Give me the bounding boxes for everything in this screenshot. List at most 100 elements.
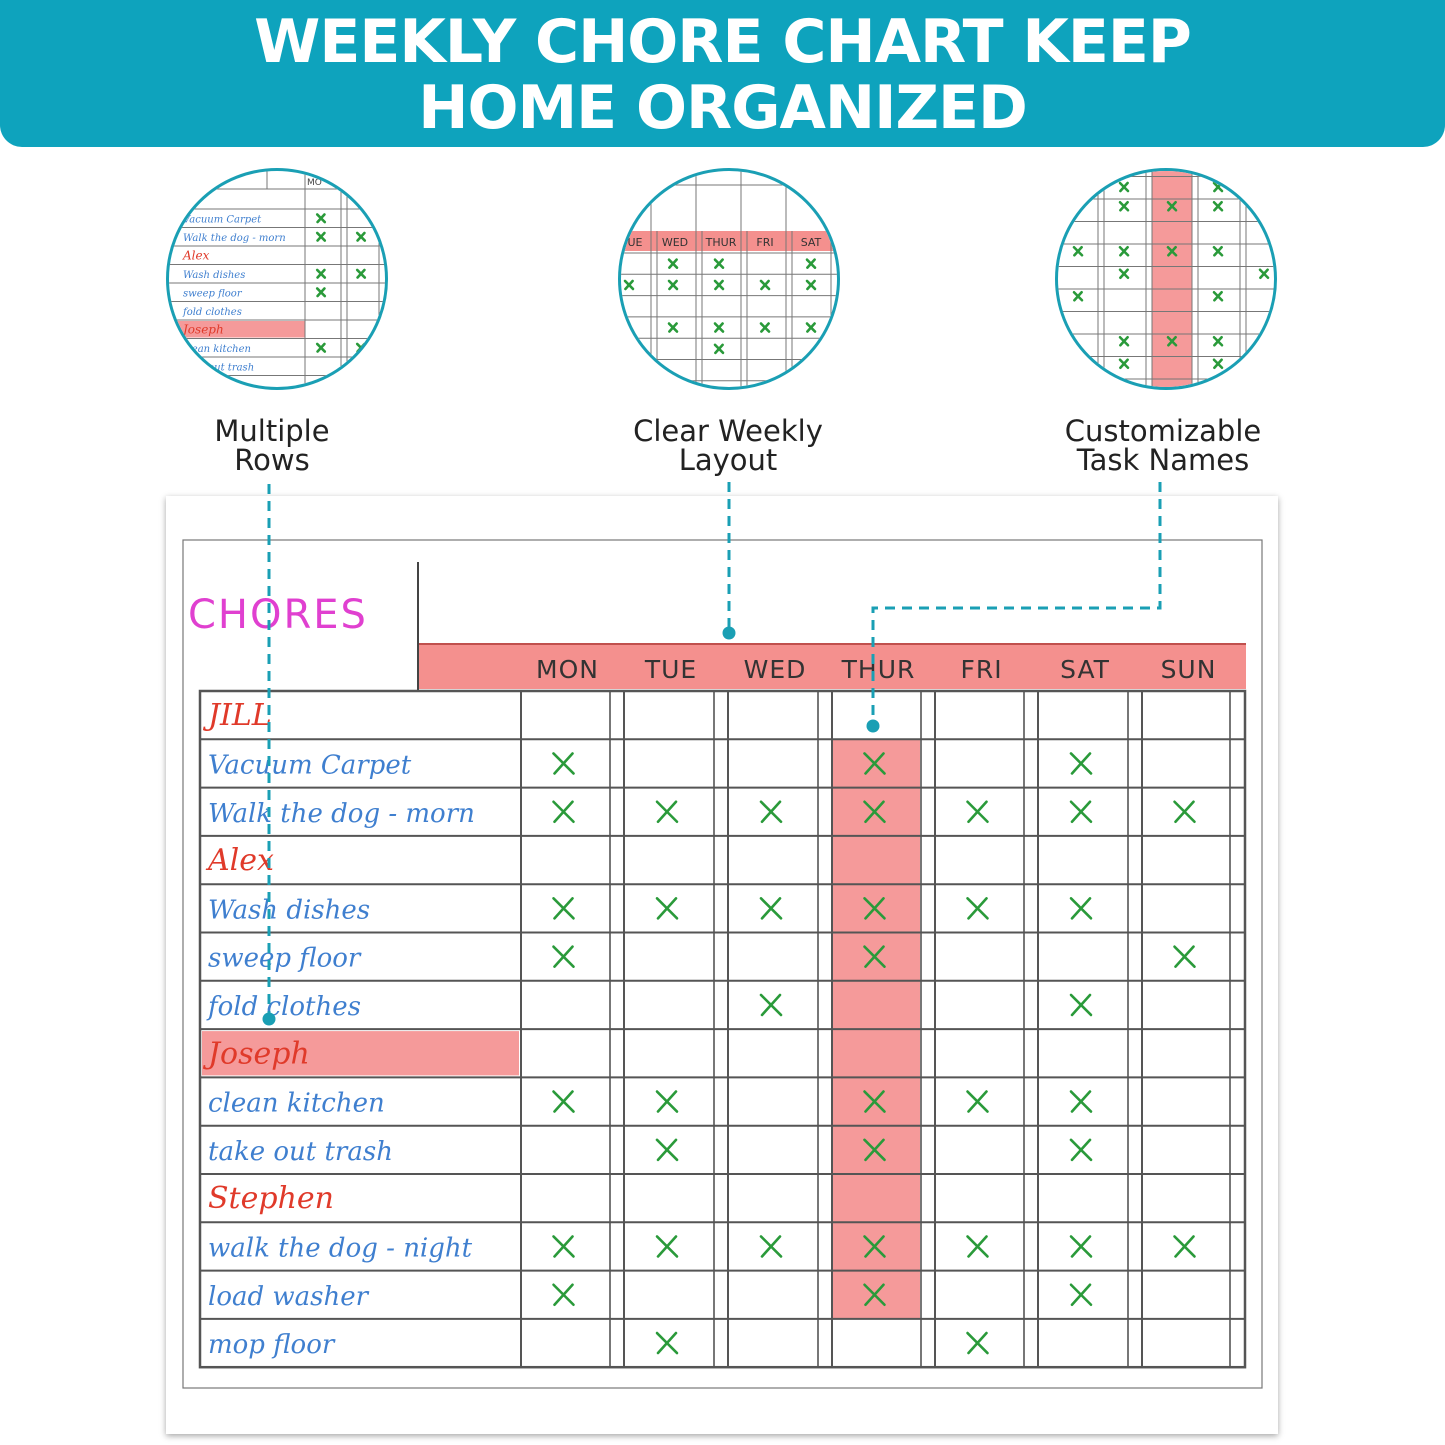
mark-stroke [760, 1235, 782, 1258]
mark-stroke [553, 752, 574, 775]
mag-column-content [1058, 171, 1274, 387]
mark-stroke [553, 1283, 574, 1307]
mark-stroke [316, 231, 326, 242]
mark-stroke [864, 1283, 885, 1307]
check-mark [355, 231, 367, 242]
mark-stroke [714, 322, 724, 333]
mark-stroke [656, 1235, 678, 1258]
person-name: Alex [205, 843, 274, 878]
check-mark [1069, 993, 1093, 1017]
day-label-wed: WED [744, 655, 807, 684]
mag-header-band [621, 231, 837, 251]
mag-highlight-row [177, 321, 305, 338]
check-mark [966, 1090, 989, 1113]
day-label-sat: SAT [1060, 655, 1110, 684]
mark-stroke [806, 279, 816, 291]
mag-day-label: MO [307, 178, 322, 188]
check-mark [1166, 245, 1178, 257]
check-mark [1069, 1235, 1093, 1258]
check-mark [759, 993, 783, 1017]
task-name: fold clothes [182, 307, 242, 318]
check-mark [1069, 800, 1093, 824]
day-label-mon: MON [536, 655, 599, 684]
feature-label-task-names: Customizable Task Names [1033, 417, 1293, 475]
task-name: clean kitchen [208, 1089, 385, 1119]
check-mark [655, 897, 679, 920]
check-mark [1069, 752, 1093, 775]
check-mark [1212, 181, 1224, 193]
person-name: Joseph [202, 1036, 310, 1071]
mark-stroke [967, 1090, 988, 1113]
task-name: clean kitchen [183, 344, 251, 355]
check-mark [863, 1090, 886, 1113]
mark-stroke [714, 258, 724, 269]
person-name: Joseph [180, 322, 224, 336]
mark-stroke [1070, 1283, 1092, 1307]
mark-stroke [864, 1138, 885, 1162]
mark-stroke [1070, 1090, 1092, 1113]
mark-stroke [967, 800, 988, 824]
feature-label-line: Rows [234, 443, 310, 477]
mark-stroke [1213, 181, 1223, 193]
mark-stroke [553, 1235, 574, 1258]
feature-label-line: Task Names [1076, 443, 1250, 477]
check-mark [713, 343, 725, 355]
check-mark [655, 1090, 679, 1113]
check-mark [1069, 1138, 1093, 1162]
day-label-sun: SUN [1161, 655, 1217, 684]
mark-stroke [1174, 1235, 1195, 1258]
day-label-fri: FRI [960, 655, 1002, 684]
mark-stroke [967, 897, 988, 920]
check-mark [863, 897, 886, 920]
mark-stroke [1119, 358, 1129, 370]
task-name: walk the dog - night [208, 1233, 473, 1263]
check-mark [1118, 181, 1130, 193]
mark-stroke [760, 800, 782, 824]
mark-stroke [656, 1138, 678, 1162]
check-mark [315, 287, 327, 298]
check-mark [966, 897, 989, 920]
mark-stroke [1070, 800, 1092, 824]
mark-stroke [714, 279, 724, 291]
mark-stroke [760, 897, 782, 920]
mark-stroke [1070, 993, 1092, 1017]
check-mark [1212, 290, 1224, 302]
leader-dot [722, 626, 736, 640]
mark-stroke [1213, 358, 1223, 370]
check-mark [655, 1235, 679, 1258]
mark-stroke [1119, 181, 1129, 193]
mark-stroke [1119, 335, 1129, 347]
mark-stroke [1119, 268, 1129, 280]
check-mark [863, 1235, 886, 1258]
check-mark [1173, 800, 1196, 824]
task-name: Vacuum Carpet [183, 214, 262, 225]
mark-stroke [806, 322, 816, 333]
mark-stroke [1167, 200, 1177, 212]
magnifier-days-icon: UE WED THUR FRI SAT [618, 168, 840, 390]
mark-stroke [1259, 268, 1269, 280]
mark-stroke [1213, 335, 1223, 347]
magnifier-rows-icon: MO Vacuum Carpet Walk the dog - morn Alex Wa… [166, 168, 388, 390]
task-name: mop floor [208, 1330, 336, 1360]
person-name: Alex [182, 248, 210, 262]
mag-day-label: FRI [756, 236, 773, 249]
mark-stroke [316, 268, 326, 279]
task-name: take out trash [183, 362, 254, 373]
check-mark [1118, 200, 1130, 212]
mark-stroke [553, 1090, 574, 1113]
mark-stroke [553, 800, 574, 824]
mark-stroke [806, 258, 816, 269]
person-name: Stephen [208, 1181, 334, 1216]
mark-stroke [1073, 245, 1083, 257]
task-name: Vacuum Carpet [208, 750, 412, 780]
check-mark [1118, 268, 1130, 280]
feature-label-multiple-rows: Multiple Rows [172, 417, 372, 475]
check-mark [667, 279, 679, 291]
check-mark [1173, 1235, 1196, 1258]
mark-stroke [553, 897, 574, 920]
mark-stroke [864, 897, 885, 920]
mark-stroke [967, 1331, 988, 1355]
check-mark [1212, 200, 1224, 212]
mark-stroke [356, 342, 366, 353]
mag-days-content: UE WED THUR FRI SAT [621, 171, 837, 387]
